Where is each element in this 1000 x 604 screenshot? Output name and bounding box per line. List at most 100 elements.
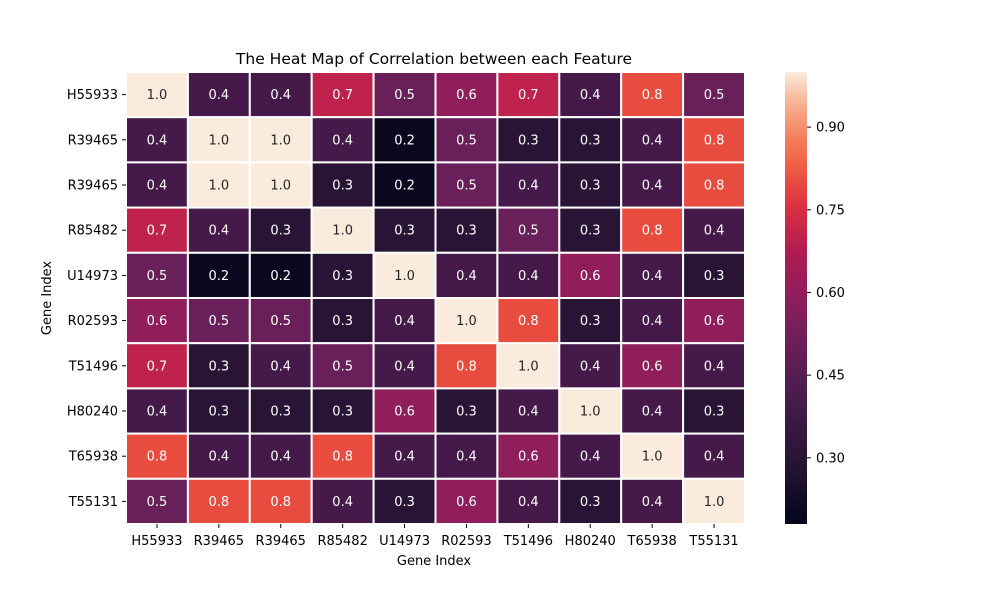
heatmap-cell-label: 0.7 [332,88,353,103]
heatmap-cell [372,432,437,480]
heatmap-cell-label: 0.8 [704,133,725,148]
heatmap-cell-label: 1.0 [332,224,353,239]
heatmap-cell-label: 0.4 [147,405,168,420]
heatmap-cell [496,477,561,525]
heatmap-cell-label: 0.3 [580,314,601,329]
y-tick-label: R39465 [68,133,118,148]
y-tick-label: H55933 [67,88,118,103]
heatmap-cell [434,71,499,119]
heatmap-cell-label: 0.2 [270,269,291,284]
colorbar-tick-label: 0.45 [816,369,845,384]
heatmap-cell-label: 0.4 [270,450,291,465]
colorbar-tick-label: 0.30 [816,451,845,466]
heatmap-cell-label: 0.5 [704,88,725,103]
heatmap-cell [496,342,561,390]
heatmap-cell-label: 0.4 [518,495,539,510]
heatmap-cell [372,477,437,525]
heatmap-cell-label: 0.4 [642,314,663,329]
heatmap-cell-label: 0.7 [518,88,539,103]
heatmap-cell-label: 0.2 [209,269,230,284]
y-tick-label: T51496 [68,359,118,374]
heatmap-cell-label: 0.4 [270,88,291,103]
heatmap-cell-label: 0.3 [270,224,291,239]
heatmap-cell [558,342,623,390]
heatmap-cell-label: 0.4 [456,269,477,284]
heatmap-cell [682,251,746,300]
heatmap-cell-label: 0.3 [518,133,539,148]
heatmap-cell-label: 0.3 [456,405,477,420]
heatmap-cell [310,116,375,164]
heatmap-cell-label: 0.4 [704,224,725,239]
heatmap-cell-label: 1.0 [518,359,539,374]
heatmap-cell-label: 0.6 [394,405,415,420]
heatmap-cell-label: 0.3 [332,179,353,194]
heatmap-cell-label: 0.8 [704,179,725,194]
heatmap-cell-label: 0.5 [147,269,168,284]
x-tick-label: R02593 [441,534,491,549]
colorbar-tick-label: 0.90 [816,121,845,136]
heatmap-cell [620,477,685,525]
heatmap-cell-label: 0.8 [518,314,539,329]
heatmap-cell [434,342,499,390]
y-tick-label: R85482 [68,224,118,239]
y-axis: H55933 R39465 R39465 R85482 U14973 R02593 T514… [67,88,126,510]
heatmap-cell-label: 0.3 [270,405,291,420]
heatmap-cell-label: 0.7 [147,224,168,239]
heatmap-cell [558,387,623,435]
heatmap-cell-label: 1.0 [394,269,415,284]
heatmap-cell [310,387,375,435]
x-axis-label: Gene Index [397,554,472,569]
x-tick-label: H80240 [565,534,616,549]
heatmap-cell-label: 0.5 [147,495,168,510]
heatmap-cell-label: 0.4 [642,133,663,148]
heatmap-cell-label: 0.6 [456,88,477,103]
heatmap-cell-label: 0.3 [704,269,725,284]
y-tick-label: U14973 [67,269,118,284]
heatmap-cell-label: 0.5 [270,314,291,329]
heatmap-cell-label: 0.3 [704,405,725,420]
heatmap-cell-label: 0.5 [332,359,353,374]
heatmap-cell-label: 1.0 [270,133,291,148]
heatmap-cell [682,477,746,525]
y-axis-label: Gene Index [40,261,55,336]
heatmap-cell [434,297,499,345]
heatmap-cell-label: 0.6 [518,450,539,465]
heatmap-cell [125,297,189,345]
heatmap-cell [310,297,375,345]
heatmap-cell [620,251,685,300]
x-tick-label: R85482 [317,534,367,549]
heatmap-cell-label: 0.6 [147,314,168,329]
heatmap-cell [248,297,313,345]
heatmap-cell-label: 0.3 [209,359,230,374]
heatmap-cell [682,116,746,164]
heatmap-cell-label: 0.3 [580,133,601,148]
heatmap-cell [558,251,623,300]
heatmap-cell-label: 1.0 [270,179,291,194]
heatmap-cell-label: 0.2 [394,179,415,194]
heatmap-cell [186,432,251,480]
heatmap-cell [558,432,623,480]
heatmap-cell-label: 0.8 [642,224,663,239]
heatmap-cell [620,297,685,345]
heatmap-cell-label: 0.4 [456,450,477,465]
heatmap-cell-label: 1.0 [147,88,168,103]
y-tick-label: H80240 [67,405,118,420]
heatmap-cell-label: 0.8 [332,450,353,465]
colorbar-tick-label: 0.75 [816,203,845,218]
heatmap-cell [620,432,685,480]
heatmap-cell-label: 0.3 [209,405,230,420]
heatmap-cell-label: 0.4 [518,179,539,194]
heatmap-cell [186,161,251,209]
heatmap-cell-label: 0.8 [456,359,477,374]
colorbar-ticks: 0.30 0.45 0.60 0.75 0.90 [807,121,845,466]
heatmap-cell [125,477,189,525]
x-axis: H55933 R39465 R39465 R85482 U14973 R02593 T514… [131,524,739,549]
heatmap-cell [620,387,685,435]
heatmap-cell-label: 0.3 [456,224,477,239]
heatmap-cell-label: 0.6 [456,495,477,510]
heatmap-cell-label: 0.5 [456,133,477,148]
heatmap-cell [496,432,561,480]
heatmap-cell-label: 0.5 [456,179,477,194]
heatmap-cell-label: 0.3 [332,314,353,329]
x-tick-label: T55131 [688,534,738,549]
